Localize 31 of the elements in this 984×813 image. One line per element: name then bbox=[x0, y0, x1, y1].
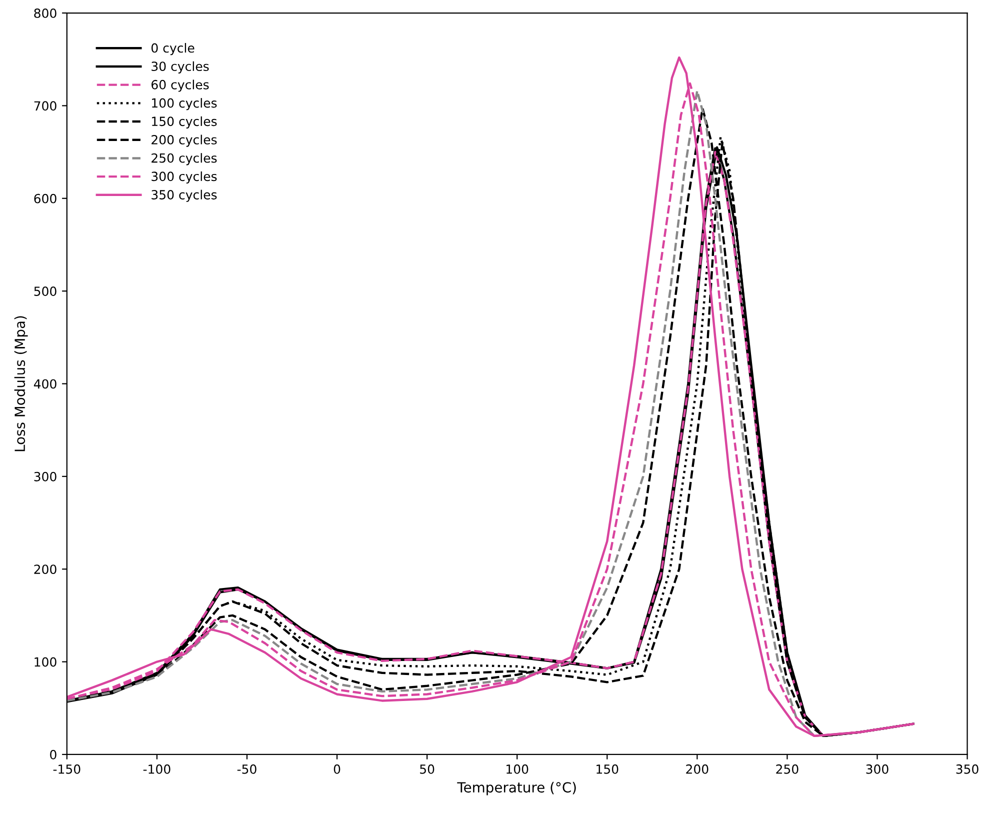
legend-label: 250 cycles bbox=[152, 153, 217, 166]
x-axis-title: Temperature (°C) bbox=[457, 782, 576, 796]
y-tick-label: 300 bbox=[34, 472, 56, 482]
y-tick-label: 500 bbox=[34, 286, 56, 296]
x-tick-label: 350 bbox=[956, 764, 978, 774]
legend-label: 200 cycles bbox=[152, 134, 217, 147]
y-tick-label: 700 bbox=[34, 101, 56, 111]
x-tick-label: 100 bbox=[506, 764, 528, 774]
x-tick-label: 200 bbox=[686, 764, 708, 774]
y-tick-label: 600 bbox=[34, 194, 56, 204]
legend-label: 300 cycles bbox=[152, 171, 217, 184]
legend-label: 30 cycles bbox=[152, 61, 209, 74]
x-tick-label: 150 bbox=[596, 764, 618, 774]
legend-label: 0 cycle bbox=[151, 43, 194, 56]
y-tick-label: 800 bbox=[34, 8, 56, 18]
legend-label: 60 cycles bbox=[152, 80, 209, 92]
x-tick-label: 300 bbox=[866, 764, 888, 774]
x-tick-label: -100 bbox=[143, 764, 170, 774]
y-tick-label: 100 bbox=[34, 657, 56, 667]
y-tick-label: 400 bbox=[34, 379, 56, 389]
x-tick-label: 250 bbox=[776, 764, 798, 774]
x-tick-label: -150 bbox=[53, 764, 80, 774]
y-tick-label: 200 bbox=[34, 564, 56, 574]
x-tick-label: 0 bbox=[334, 764, 340, 774]
x-tick-label: -50 bbox=[237, 764, 256, 774]
legend-label: 350 cycles bbox=[152, 190, 217, 202]
x-tick-label: 50 bbox=[420, 764, 434, 774]
y-axis-title: Loss Modulus (Mpa) bbox=[14, 316, 28, 452]
legend-label: 150 cycles bbox=[152, 116, 217, 128]
y-tick-label: 0 bbox=[50, 750, 56, 760]
legend-label: 100 cycles bbox=[152, 98, 217, 110]
